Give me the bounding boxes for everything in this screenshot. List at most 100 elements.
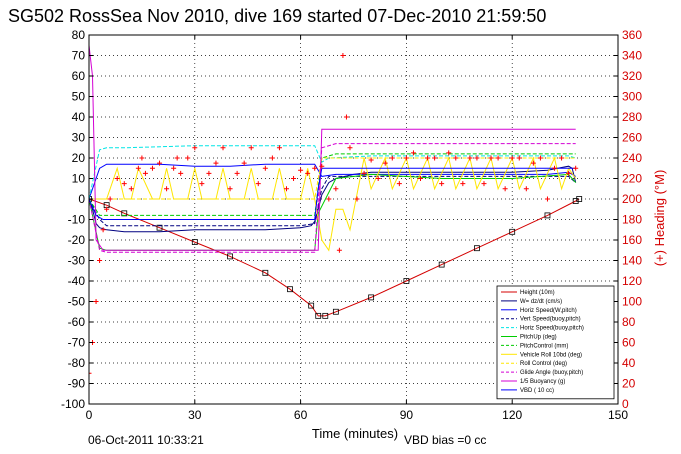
legend-label: Height (10m) xyxy=(520,290,555,296)
series-heading-m-point xyxy=(333,186,339,192)
right-tick-label: 140 xyxy=(622,254,642,268)
series-heading-m-point xyxy=(142,170,148,176)
series-heading-m-point xyxy=(234,170,240,176)
series-height-10m-point xyxy=(368,294,375,301)
series-heading-m-point xyxy=(523,186,529,192)
series-heading-m-point xyxy=(283,186,289,192)
series-heading-m-point xyxy=(382,160,388,166)
y-tick-label: 70 xyxy=(72,49,86,63)
series-heading-m-point xyxy=(343,114,349,120)
legend-label: 1/5 Buoyancy (g) xyxy=(520,379,565,385)
series-heading-m-point xyxy=(552,165,558,171)
right-tick-label: 280 xyxy=(622,110,642,124)
legend-label: Roll Control (deg) xyxy=(520,361,567,367)
series-height-10m-point xyxy=(315,312,322,319)
series-w-dz-dt-cm-s-line xyxy=(89,165,577,233)
y-tick-label: 10 xyxy=(72,172,86,186)
series-height-10m-point xyxy=(332,308,339,315)
series-heading-m-point xyxy=(312,165,318,171)
series-heading-m-point xyxy=(375,176,381,181)
series-heading-m-point xyxy=(171,165,177,171)
y-tick-label: -20 xyxy=(68,233,86,247)
series-heading-m-point xyxy=(347,145,353,151)
y-tick-label: -100 xyxy=(61,397,85,411)
series-heading-m-point xyxy=(460,181,466,187)
series-heading-m-point xyxy=(269,155,275,161)
series-heading-m-point xyxy=(276,145,282,151)
y-tick-label: -90 xyxy=(68,377,86,391)
right-tick-label: 260 xyxy=(622,131,642,145)
right-tick-label: 40 xyxy=(622,356,636,370)
x-tick-label: 120 xyxy=(502,408,522,422)
legend: Height (10m) W= dz/dt (cm/s) Horiz Speed(W… xyxy=(496,285,615,400)
right-tick-label: 0 xyxy=(622,397,629,411)
series-heading-m-point xyxy=(185,155,191,161)
right-tick-label: 160 xyxy=(622,233,642,247)
right-tick-label: 300 xyxy=(622,90,642,104)
series-vbd-10-cc-line xyxy=(89,167,576,220)
series-horiz-speed-buoy-pitch-line xyxy=(89,145,576,200)
series-height-10m-point xyxy=(308,302,315,309)
series-heading-m-point xyxy=(227,186,233,192)
legend-label: Vert Speed(buoy,pitch) xyxy=(520,317,581,323)
series-heading-m-point xyxy=(139,155,145,161)
series-vehicle-roll-10bd-deg-line xyxy=(89,156,577,252)
series-heading-m-point xyxy=(206,170,212,176)
series-height-10m-point xyxy=(576,196,583,202)
series-heading-m-point xyxy=(100,227,106,233)
series-heading-m-point xyxy=(248,145,254,151)
series-1-5-buoyancy-g-line xyxy=(89,45,576,251)
right-tick-label: 320 xyxy=(622,69,642,83)
series-heading-m-point xyxy=(255,181,261,187)
x-tick-label: 0 xyxy=(86,408,93,422)
right-tick-label: 80 xyxy=(622,315,636,329)
series-heading-m-point xyxy=(418,176,424,181)
right-tick-label: 200 xyxy=(622,192,642,206)
series-heading-m-point xyxy=(446,150,452,156)
y-tick-label: -70 xyxy=(68,336,86,350)
series-heading-m-point xyxy=(559,155,565,161)
series-heading-m-point xyxy=(354,196,360,202)
y-tick-label: 60 xyxy=(72,69,86,83)
series-height-10m-point xyxy=(191,239,198,245)
series-heading-m-point xyxy=(149,165,155,171)
series-height-10m-point xyxy=(322,312,329,319)
y-tick-label: -40 xyxy=(68,274,86,288)
series-heading-m-point xyxy=(220,145,226,151)
series-heading-m-point xyxy=(164,186,170,192)
series-heading-m-point xyxy=(104,206,110,212)
series-heading-m-point xyxy=(213,160,219,166)
y-tick-label: -30 xyxy=(68,254,86,268)
x-tick-label: 150 xyxy=(608,408,628,422)
series-heading-m-point xyxy=(516,155,522,161)
series-heading-m-point xyxy=(114,176,120,181)
x-tick-label: 60 xyxy=(294,408,308,422)
right-tick-label: 240 xyxy=(622,151,642,165)
legend-label: PitchUp (deg) xyxy=(520,335,557,341)
series-heading-m-point xyxy=(128,186,134,192)
right-tick-label: 340 xyxy=(622,49,642,63)
series-height-10m-point xyxy=(403,278,410,284)
series-heading-m-point xyxy=(509,155,515,161)
legend-label: Horiz Speed(buoy,pitch) xyxy=(520,326,584,332)
legend-label: PitchControl (mm) xyxy=(520,343,568,349)
series-heading-m-point xyxy=(439,181,445,187)
series-height-10m-line xyxy=(89,198,580,317)
right-tick-label: 100 xyxy=(622,295,642,309)
legend-label: Glide Angle (buoy,pitch) xyxy=(520,370,583,376)
y-tick-label: 80 xyxy=(72,28,86,42)
series-heading-m-point xyxy=(361,170,367,176)
series-heading-m-point xyxy=(336,247,342,253)
y-tick-label: -10 xyxy=(68,213,86,227)
legend-label: Vehicle Roll 10bd (deg) xyxy=(520,352,582,358)
legend-label: Horiz Speed(W,pitch) xyxy=(520,308,577,314)
legend-label: VBD ( 10 cc) xyxy=(520,388,554,394)
series-heading-m-point xyxy=(298,167,304,173)
right-tick-label: 120 xyxy=(622,274,642,288)
y-tick-label: 50 xyxy=(72,90,86,104)
series-height-10m-point xyxy=(438,261,445,268)
series-height-10m-point xyxy=(572,198,579,204)
chart-title: SG502 RossSea Nov 2010, dive 169 started… xyxy=(8,6,546,26)
series-heading-m-point xyxy=(135,165,141,171)
